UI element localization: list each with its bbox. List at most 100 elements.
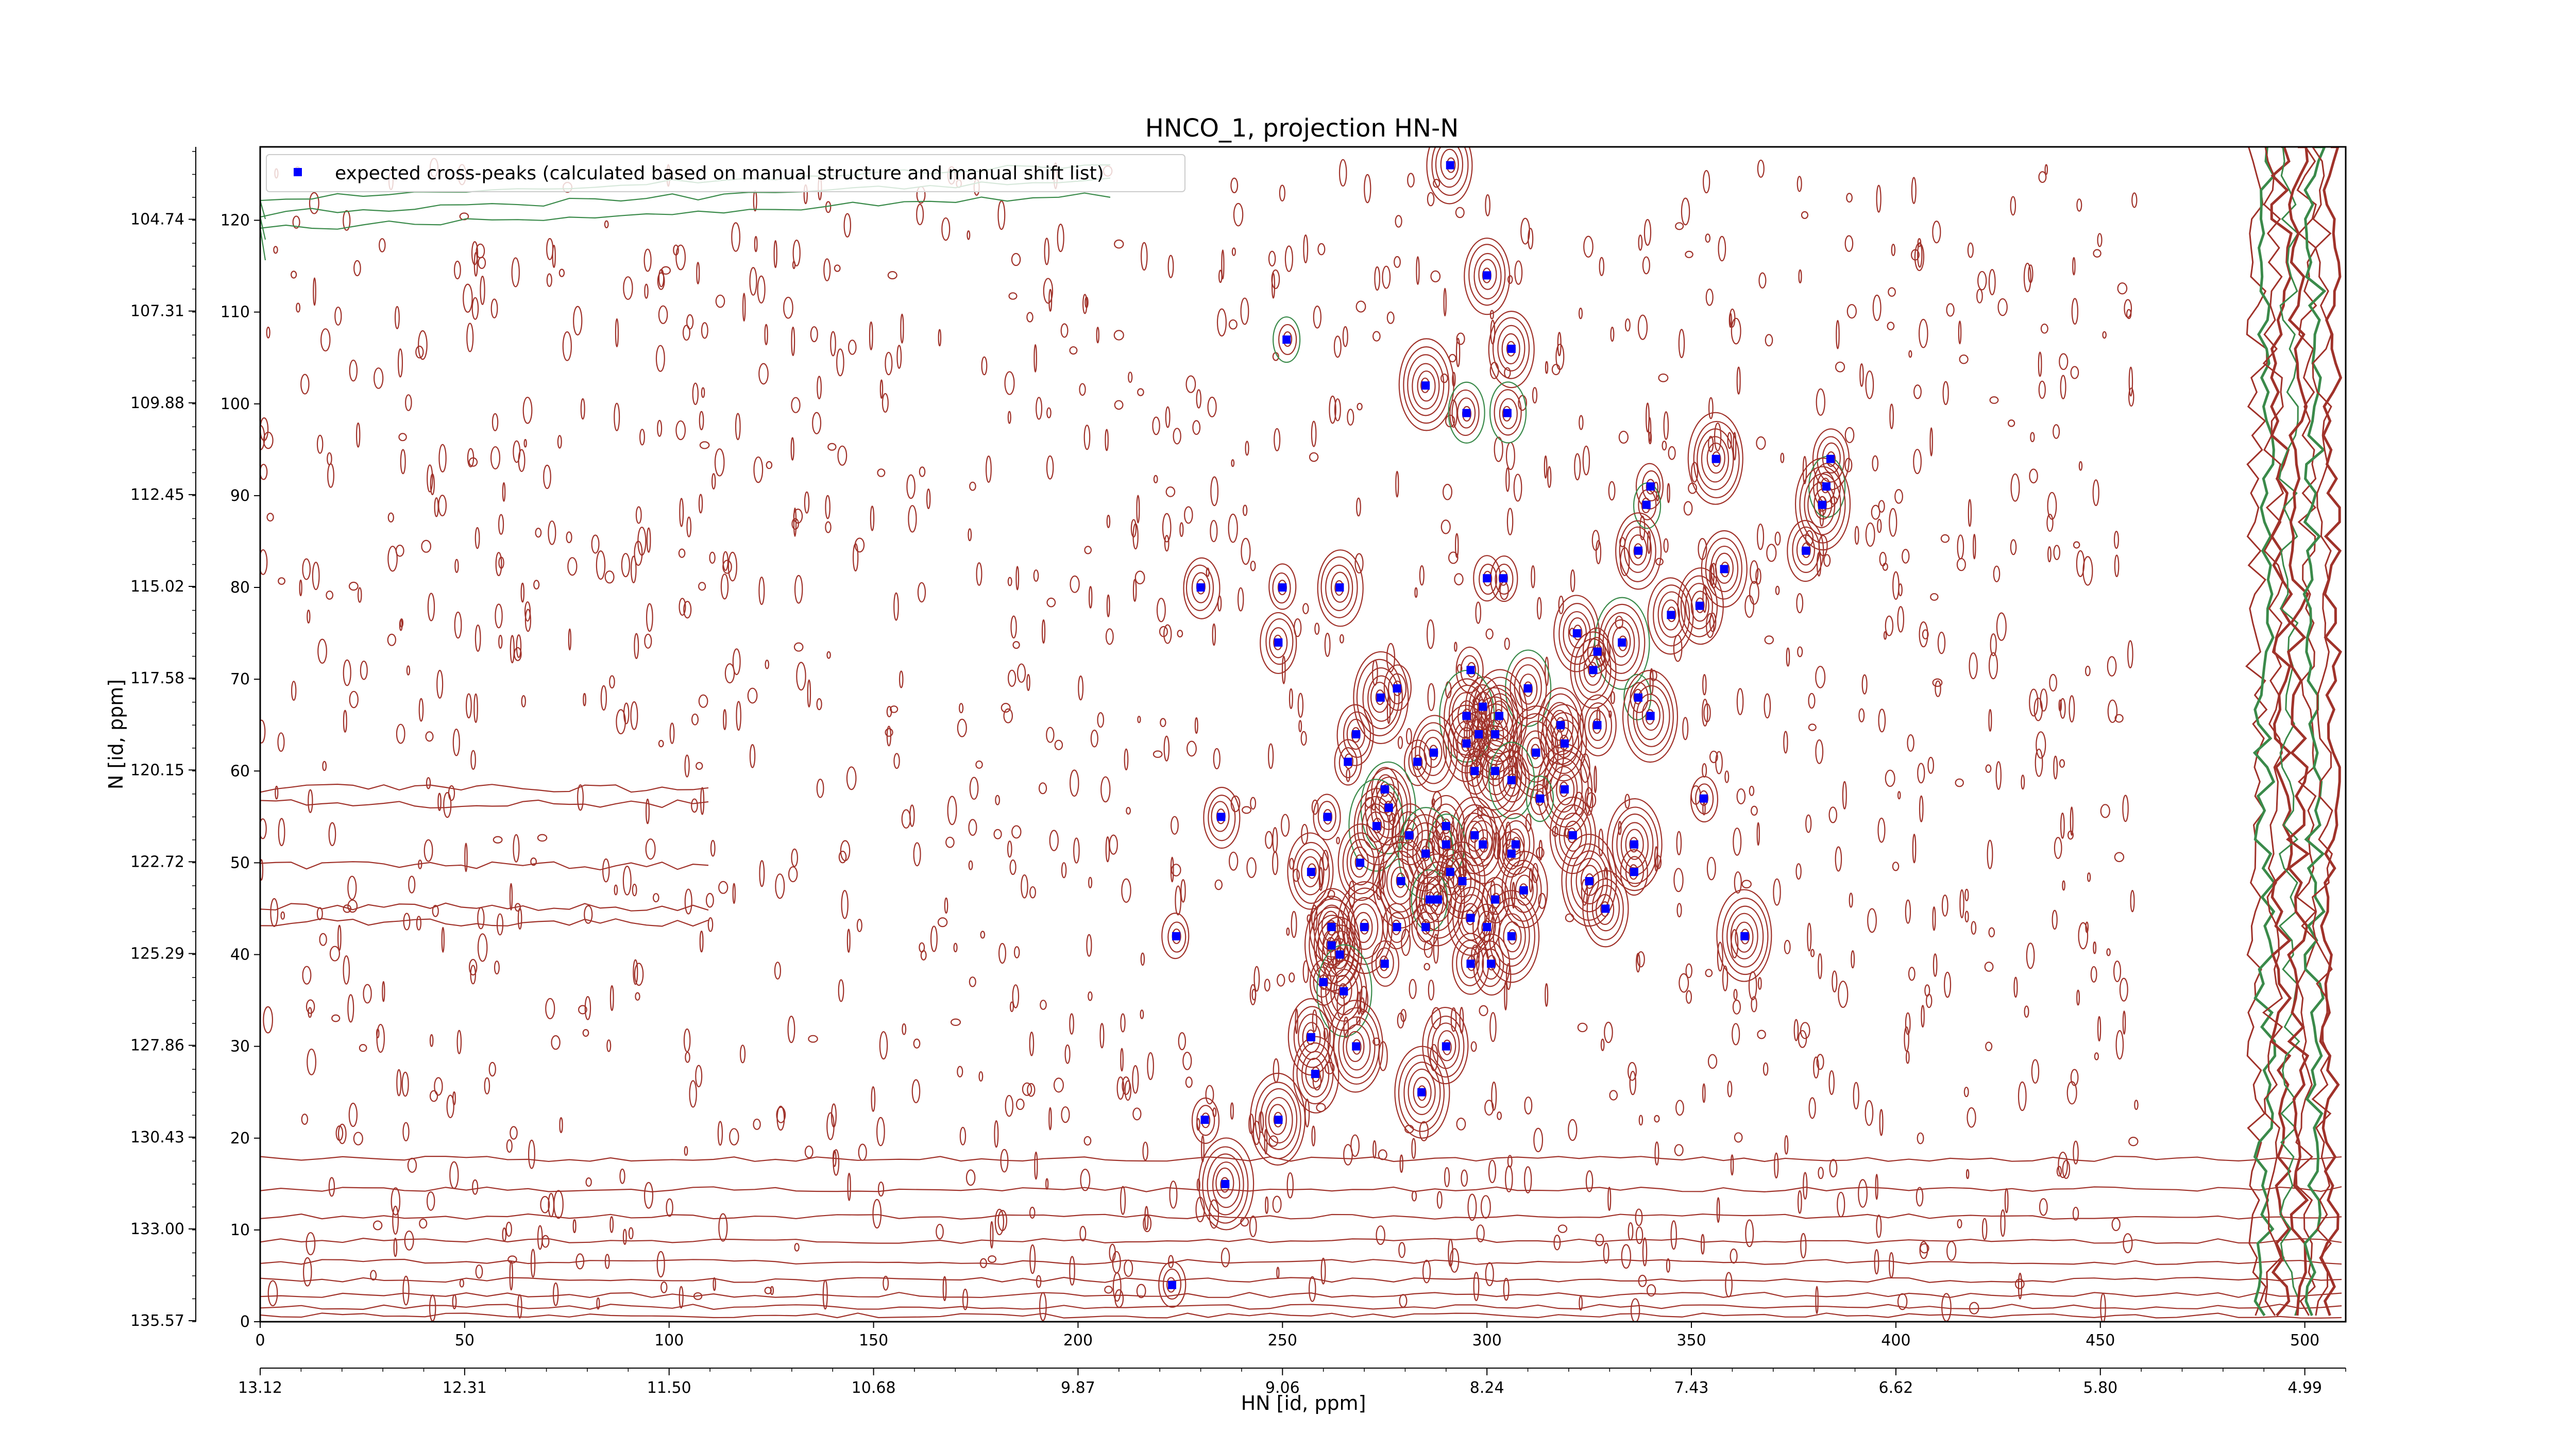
noise-contour: [2127, 640, 2133, 669]
noise-contour: [1904, 1026, 1909, 1052]
noise-contour: [606, 1039, 612, 1052]
peak-contour: [1551, 719, 1580, 766]
noise-contour: [502, 482, 506, 502]
noise-contour: [1411, 1138, 1416, 1159]
noise-contour: [326, 591, 334, 600]
noise-contour: [997, 200, 1006, 230]
peak-contour: [1492, 317, 1530, 379]
peak-contour: [1489, 381, 1527, 444]
noise-contour: [1595, 1234, 1604, 1246]
noise-contour: [1955, 778, 1964, 787]
noise-contour: [1414, 587, 1418, 598]
noise-contour: [472, 1179, 479, 1195]
cross-peak-marker: [1417, 1088, 1426, 1097]
noise-contour: [2053, 545, 2061, 560]
noise-contour: [1080, 1169, 1091, 1191]
noise-contour: [1891, 244, 1896, 256]
noise-contour: [2128, 1137, 2139, 1147]
noise-contour: [1918, 318, 1928, 348]
noise-contour: [1800, 1022, 1810, 1039]
noise-contour: [429, 1090, 438, 1102]
noise-contour: [1784, 1135, 1789, 1155]
noise-contour: [1443, 288, 1447, 317]
noise-contour: [893, 592, 899, 621]
peak-contour: [1407, 354, 1445, 416]
noise-contour: [1088, 586, 1093, 609]
peak-contour: [1623, 673, 1652, 720]
peak-contour: [1409, 853, 1465, 947]
peak-contour: [1196, 1105, 1215, 1136]
noise-contour: [1786, 647, 1790, 667]
noise-contour: [2115, 1030, 2124, 1060]
noise-contour: [1245, 441, 1249, 456]
noise-contour: [770, 1286, 774, 1295]
peak-contour: [1687, 412, 1743, 505]
noise-contour: [1489, 1012, 1497, 1042]
noise-contour: [827, 443, 837, 451]
noise-contour: [453, 260, 461, 280]
noise-contour: [2018, 1081, 2027, 1111]
edge-artifact-contour: [2295, 147, 2317, 1316]
noise-contour: [1731, 929, 1739, 958]
noise-contour: [1846, 193, 1853, 203]
noise-contour: [834, 264, 841, 272]
noise-contour: [1279, 184, 1285, 202]
noise-contour: [328, 1177, 335, 1197]
peak-contour: [1191, 1097, 1220, 1144]
peak-contour: [1357, 796, 1395, 858]
peak-contour: [1313, 794, 1341, 840]
noise-contour: [790, 437, 794, 461]
noise-contour: [1685, 963, 1692, 979]
cross-peak-marker: [1523, 684, 1532, 693]
noise-contour: [1109, 834, 1118, 855]
noise-contour: [1663, 411, 1669, 440]
noise-contour: [1163, 735, 1170, 762]
peak-contour: [1599, 603, 1646, 681]
noise-contour: [1798, 269, 1802, 283]
peak-contour: [1398, 1054, 1445, 1132]
noise-contour: [2052, 909, 2058, 930]
noise-contour: [1175, 885, 1182, 916]
noise-contour: [2100, 804, 2110, 818]
peak-contour: [1498, 755, 1527, 803]
noise-contour: [679, 598, 686, 616]
noise-contour: [1676, 831, 1682, 855]
peak-contour: [1296, 1042, 1334, 1105]
noise-contour: [1504, 637, 1510, 650]
noise-contour: [994, 1120, 999, 1148]
noise-contour: [477, 933, 488, 962]
noise-contour: [1871, 504, 1880, 520]
noise-contour: [452, 1091, 456, 1106]
peak-contour: [1451, 389, 1480, 436]
peak-contour: [1362, 667, 1400, 730]
cross-peak-marker: [1822, 482, 1831, 491]
noise-contour: [1865, 1100, 1874, 1126]
noise-contour: [2010, 196, 2016, 216]
noise-contour: [1874, 1249, 1879, 1275]
noise-contour: [720, 574, 729, 600]
noise-contour: [944, 897, 948, 914]
noise-contour: [2073, 1140, 2079, 1165]
noise-contour: [382, 981, 385, 1002]
noise-contour: [1376, 1225, 1385, 1245]
noise-contour: [749, 744, 756, 768]
noise-contour: [1933, 953, 1938, 977]
noise-contour: [1320, 1257, 1326, 1285]
cross-peak-marker: [1307, 868, 1315, 877]
noise-contour: [1730, 1248, 1738, 1264]
noise-contour: [1718, 235, 1726, 262]
noise-contour: [2071, 298, 2079, 325]
noise-contour: [1021, 874, 1028, 899]
noise-contour: [299, 579, 302, 597]
noise-contour: [1106, 594, 1110, 618]
peak-contour: [1622, 669, 1679, 763]
noise-contour: [260, 549, 268, 575]
noise-contour: [1882, 563, 1888, 571]
noise-contour: [718, 881, 728, 894]
noise-contour: [1956, 558, 1966, 571]
cross-peak-marker: [1413, 757, 1422, 766]
noise-contour: [396, 723, 405, 744]
noise-contour: [614, 884, 618, 896]
peak-contour: [1382, 903, 1411, 950]
noise-contour: [684, 888, 692, 915]
